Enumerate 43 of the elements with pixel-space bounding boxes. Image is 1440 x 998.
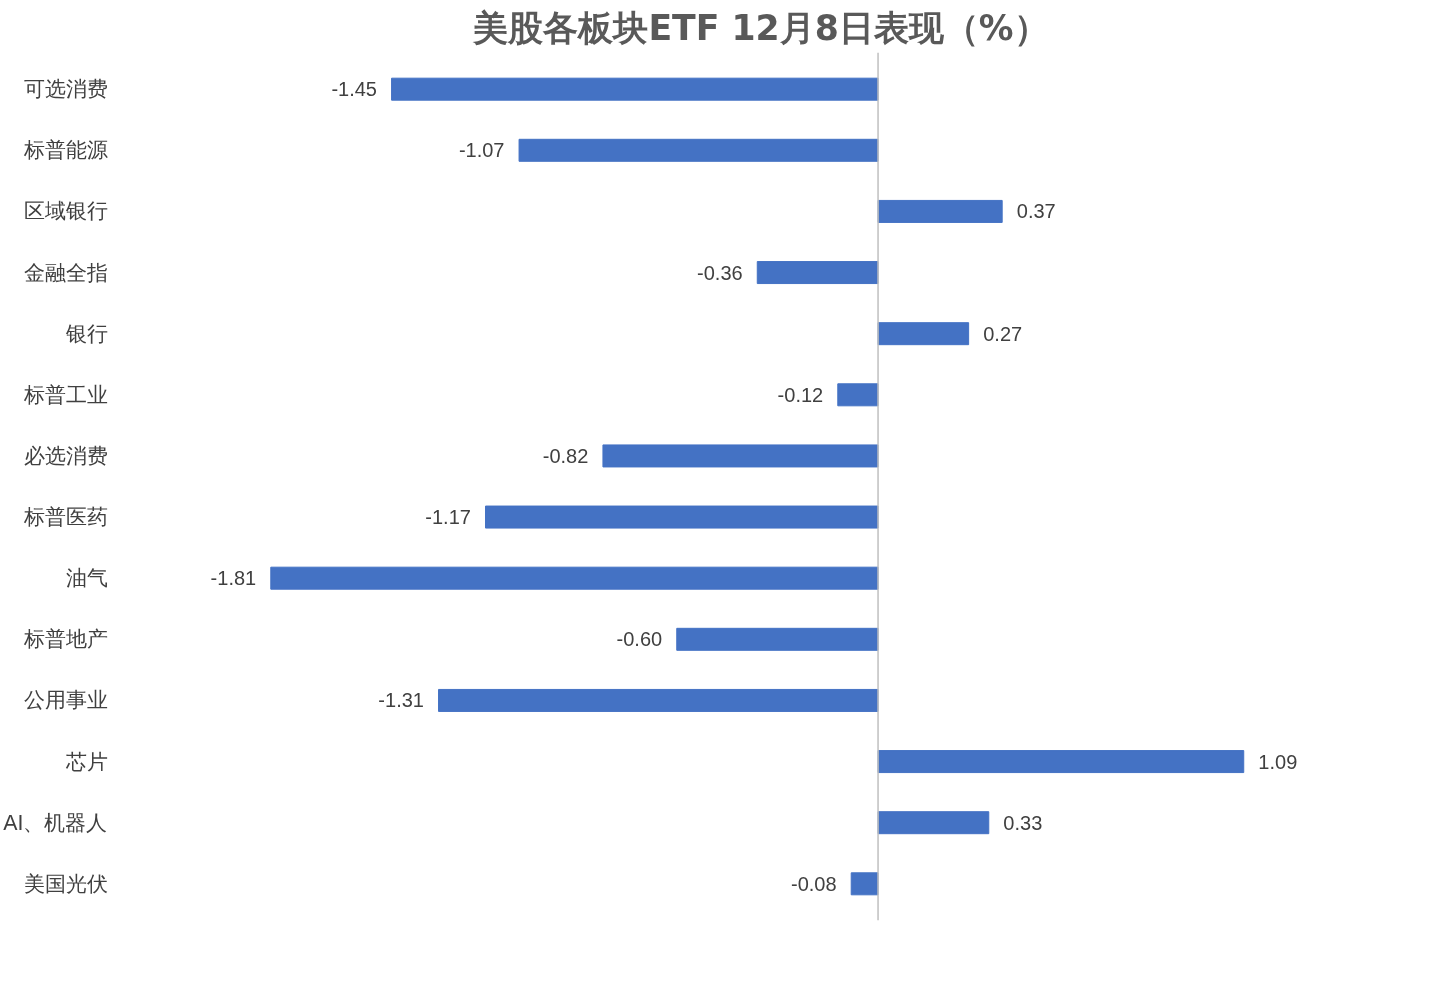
y-tick-label: 标普能源: [22, 138, 108, 163]
bar: [602, 444, 879, 468]
y-tick-label: 银行: [64, 321, 108, 346]
bar: [756, 261, 879, 285]
y-tick-label: AI、机器人: [3, 810, 108, 835]
data-label: -0.36: [697, 261, 743, 284]
bar: [837, 383, 879, 407]
bar: [270, 566, 879, 590]
bar: [877, 199, 1003, 223]
y-tick-label: 区域银行: [23, 199, 108, 224]
bar: [438, 688, 879, 712]
data-label: 0.33: [1003, 811, 1043, 834]
data-label: -1.81: [210, 567, 257, 590]
y-tick-label: 标普医药: [22, 505, 108, 530]
data-label: -0.12: [777, 383, 824, 406]
data-label: -0.82: [542, 444, 589, 467]
data-label: 1.09: [1258, 750, 1298, 773]
bar: [877, 750, 1245, 774]
y-tick-label: 金融全指: [23, 260, 108, 285]
data-label: -0.08: [791, 872, 837, 895]
y-tick-label: 芯片: [64, 749, 108, 774]
data-label: -1.31: [378, 689, 424, 712]
y-tick-label: 必选消费: [23, 443, 108, 468]
data-label: 0.37: [1016, 200, 1056, 223]
bar: [485, 505, 879, 529]
y-tick-label: 可选消费: [23, 77, 108, 102]
chart-title: 美股各板块ETF 12月8日表现（%）: [472, 7, 1049, 48]
y-tick-label: 标普工业: [22, 382, 108, 407]
bar: [676, 627, 879, 651]
y-tick-label: 油气: [65, 566, 108, 591]
y-tick-label: 美国光伏: [23, 871, 108, 896]
data-label: -0.60: [616, 628, 663, 651]
y-tick-label: 公用事业: [23, 688, 108, 713]
bar: [850, 872, 879, 896]
bar: [518, 138, 879, 162]
bar: [877, 811, 990, 835]
data-label: -1.07: [458, 139, 505, 162]
data-label: -1.17: [425, 506, 471, 529]
bar: [391, 77, 879, 101]
data-label: 0.27: [983, 322, 1023, 345]
data-label: -1.45: [331, 78, 377, 101]
y-tick-label: 标普地产: [22, 627, 108, 652]
bar: [877, 322, 970, 346]
